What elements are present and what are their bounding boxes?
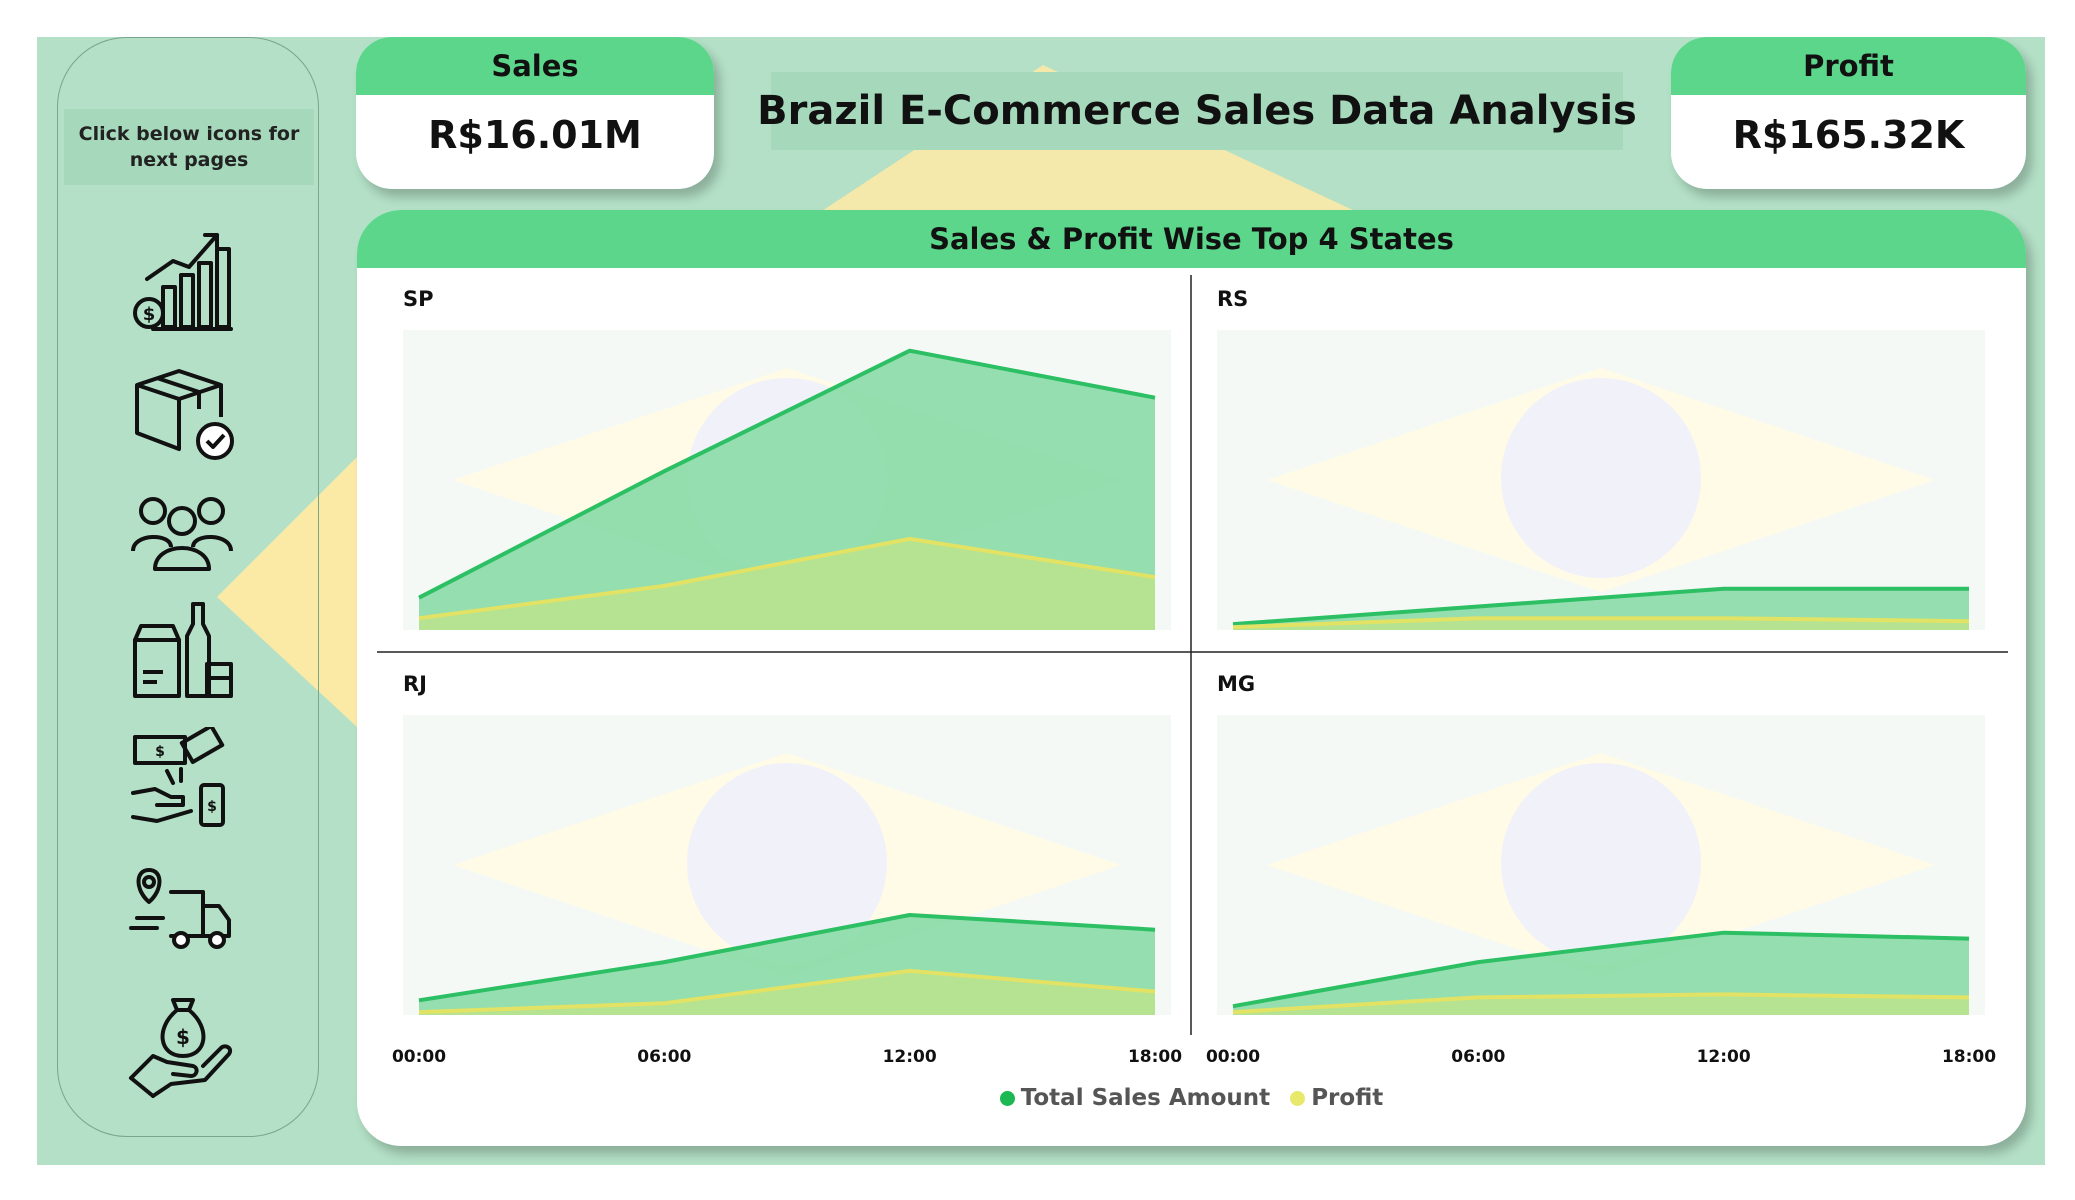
panel-label-mg: MG — [1217, 672, 1255, 696]
states-chart-panel: Sales & Profit Wise Top 4 States SP RS RJ 0… — [357, 210, 2026, 1146]
sales-kpi-label: Sales — [356, 37, 714, 95]
flag-globe-rj — [687, 763, 887, 963]
panel-label-rj: RJ — [403, 672, 427, 696]
flag-globe-rs — [1501, 378, 1701, 578]
x-tick-mg-3: 18:00 — [1942, 1047, 1996, 1067]
area-profit-mg — [1233, 994, 1969, 1015]
profit-kpi-value: R$165.32K — [1732, 113, 1965, 157]
x-tick-mg-1: 06:00 — [1451, 1047, 1505, 1067]
sales-growth-icon[interactable]: $ — [127, 227, 237, 337]
svg-text:$: $ — [155, 744, 165, 760]
small-multiples-chart: SP RS RJ 00:00 06:00 12:00 18:00 MG 00:00 06:00 12… — [377, 275, 2008, 1067]
panel-title: Sales & Profit Wise Top 4 States — [357, 210, 2026, 268]
payment-icon[interactable]: $ $ — [127, 723, 237, 837]
legend-label-profit: Profit — [1311, 1085, 1384, 1111]
line-sales-mg — [1232, 930, 1970, 1009]
svg-text:$: $ — [143, 304, 156, 325]
profit-kpi-card: Profit R$165.32K — [1671, 37, 2026, 189]
sales-kpi-card: Sales R$16.01M — [356, 37, 714, 189]
product-category-icon[interactable] — [127, 592, 237, 702]
legend-label-sales: Total Sales Amount — [1020, 1085, 1271, 1111]
product-box-icon[interactable] — [127, 357, 237, 467]
panel-label-rs: RS — [1217, 287, 1248, 311]
x-tick-mg-2: 12:00 — [1697, 1047, 1751, 1067]
line-profit-mg — [1232, 992, 1970, 1015]
line-sales-rj — [418, 913, 1156, 1003]
flag-globe-mg — [1501, 763, 1701, 963]
line-profit-sp — [418, 536, 1156, 621]
sidebar — [57, 37, 319, 1137]
legend-item-sales[interactable]: Total Sales Amount — [999, 1085, 1271, 1111]
profit-kpi-label: Profit — [1671, 37, 2026, 95]
x-tick-rj-2: 12:00 — [883, 1047, 937, 1067]
x-tick-rj-0: 00:00 — [392, 1047, 446, 1067]
svg-text:$: $ — [176, 1025, 190, 1049]
sales-kpi-value: R$16.01M — [428, 113, 642, 157]
area-profit-rj — [419, 970, 1155, 1015]
area-profit-sp — [419, 538, 1155, 630]
sidebar-hint: Click below icons for next pages — [64, 109, 314, 185]
legend-dot-sales — [999, 1090, 1015, 1106]
page-title: Brazil E-Commerce Sales Data Analysis — [757, 72, 1637, 150]
line-sales-sp — [418, 348, 1156, 600]
x-tick-rj-1: 06:00 — [637, 1047, 691, 1067]
svg-text:$: $ — [207, 799, 217, 815]
money-hand-icon[interactable]: $ — [127, 992, 237, 1102]
legend-item-profit[interactable]: Profit — [1290, 1085, 1383, 1111]
dashboard-canvas: Click below icons for next pages $ — [37, 37, 2045, 1165]
chart-legend: Total Sales Amount Profit — [357, 1085, 2026, 1112]
line-profit-rj — [418, 968, 1156, 1015]
x-tick-rj-3: 18:00 — [1128, 1047, 1182, 1067]
x-tick-mg-0: 00:00 — [1206, 1047, 1260, 1067]
legend-dot-profit — [1290, 1090, 1306, 1106]
line-sales-rs — [1232, 586, 1969, 627]
line-profit-rs — [1232, 616, 1970, 630]
customers-icon[interactable] — [127, 477, 237, 587]
panel-label-sp: SP — [403, 287, 434, 311]
delivery-icon[interactable] — [127, 862, 237, 972]
